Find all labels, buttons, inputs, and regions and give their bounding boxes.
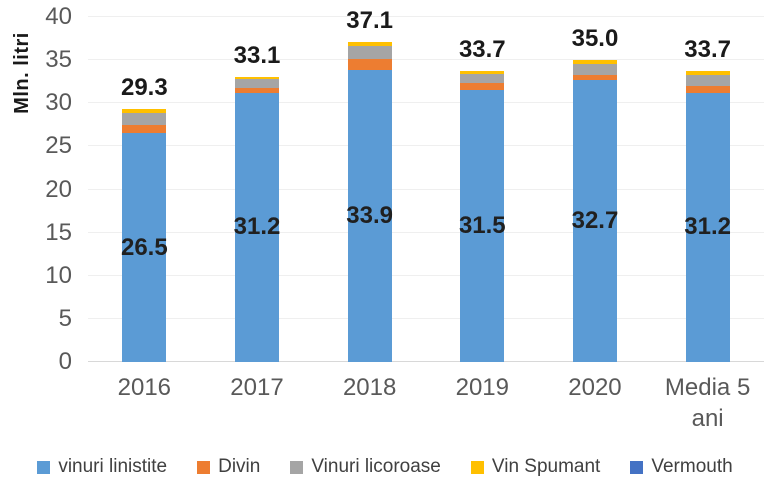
y-tick-40: 40 (45, 3, 72, 30)
bar-2020: 35.0 32.7 (539, 17, 651, 362)
gridline-25 (88, 145, 764, 147)
legend-swatch-vinuri-linistite (37, 460, 51, 474)
y-tick-0: 0 (58, 348, 72, 375)
x-label-2019: 2019 (455, 374, 509, 401)
x-label-2016: 2016 (117, 374, 172, 401)
y-tick-25: 25 (45, 132, 72, 160)
bar-stack-2017 (234, 76, 279, 362)
total-label-2018: 37.1 (346, 7, 393, 35)
segment-divin (685, 86, 730, 93)
y-tick-5: 5 (58, 304, 72, 332)
segment-vinuri-licoroase (347, 46, 392, 60)
y-tick-20: 20 (45, 175, 72, 203)
total-label-2020: 35.0 (571, 25, 619, 53)
gridline-15 (88, 231, 764, 233)
bar-media-5-ani: 33.7 31.2 (652, 17, 764, 362)
segment-vin-spumant (122, 109, 167, 113)
base-segment-label-2016: 26.5 (120, 233, 168, 261)
gridline-0 (88, 361, 764, 362)
segment-vin-spumant (685, 71, 730, 75)
legend-label-vin-spumant: Vin Spumant (491, 456, 601, 477)
legend-item-vin-spumant: Vin Spumant (470, 456, 601, 478)
segment-vinuri-linistite (685, 92, 730, 362)
base-segment-label-2020: 32.7 (571, 206, 619, 234)
segment-vinuri-linistite (347, 69, 392, 362)
base-segment-label-2017: 31.2 (233, 213, 281, 241)
segment-vinuri-licoroase (122, 112, 167, 125)
bar-stack-2018 (347, 42, 392, 362)
segment-vin-spumant (347, 42, 392, 47)
bar-2019: 33.7 31.5 (426, 17, 538, 362)
legend-item-divin: Divin (197, 456, 260, 478)
segment-vinuri-licoroase (460, 73, 505, 84)
segment-divin (122, 124, 167, 134)
segment-divin (347, 59, 392, 70)
bar-2016: 29.3 26.5 (88, 17, 200, 362)
legend-label-vinuri-linistite: vinuri linistite (58, 456, 168, 477)
gridline-40 (88, 16, 764, 17)
segment-divin (460, 83, 505, 91)
segment-vinuri-licoroase (234, 79, 279, 88)
total-label-2016: 29.3 (120, 74, 168, 102)
segment-vinuri-linistite (122, 133, 167, 362)
x-label-2017: 2017 (230, 374, 284, 401)
x-label-media-5-ani: Media 5 ani (664, 374, 751, 432)
bars-container: 29.3 26.5 33.1 31.2 37.1 33.9 33.7 31.5 35.0 32.7… (88, 7, 764, 362)
total-label-2017: 33.1 (233, 41, 281, 69)
y-tick-35: 35 (45, 46, 72, 74)
y-axis-tick-labels: 0 5 10 15 20 25 30 35 40 (0, 3, 72, 375)
total-label-media-5-ani: 33.7 (684, 36, 731, 64)
legend-swatch-vinuri-licoroase (290, 460, 304, 474)
legend-label-divin: Divin (218, 456, 261, 477)
legend-label-vinuri-licoroase: Vinuri licoroase (311, 456, 441, 477)
legend-swatch-vermouth (630, 460, 644, 474)
bar-stack-2019 (460, 71, 505, 362)
y-tick-10: 10 (45, 261, 72, 289)
gridline-10 (88, 274, 764, 276)
segment-vin-spumant (572, 60, 617, 64)
base-segment-label-media-5-ani: 31.2 (684, 213, 731, 241)
base-segment-label-2018: 33.9 (346, 201, 393, 229)
base-segment-label-2019: 31.5 (458, 212, 506, 240)
y-tick-30: 30 (45, 89, 72, 117)
x-axis-category-labels: 2016 2017 2018 2019 2020 Media 5 ani (88, 372, 764, 434)
legend-swatch-divin (197, 460, 211, 474)
segment-divin (572, 74, 617, 80)
bar-2017: 33.1 31.2 (201, 17, 313, 362)
legend-label-vermouth: Vermouth (651, 456, 733, 477)
legend-item-vinuri-licoroase: Vinuri licoroase (290, 456, 441, 478)
legend-item-vermouth: Vermouth (630, 456, 733, 478)
y-tick-15: 15 (45, 218, 72, 246)
plot-area: 29.3 26.5 33.1 31.2 37.1 33.9 33.7 31.5 35.0 32.7… (88, 7, 764, 362)
x-label-2020: 2020 (568, 374, 622, 401)
total-label-2019: 33.7 (458, 36, 506, 64)
bar-stack-media-5-ani (685, 71, 730, 362)
legend-item-vinuri-linistite: vinuri linistite (37, 456, 167, 478)
gridline-30 (88, 102, 764, 104)
segment-vin-spumant (234, 76, 279, 80)
bar-stack-2020 (572, 60, 617, 362)
segment-vin-spumant (460, 71, 505, 74)
legend: vinuri linistite Divin Vinuri licoroase Vin… (0, 456, 770, 478)
gridline-20 (88, 188, 764, 190)
bar-2018: 37.1 33.9 (314, 7, 426, 362)
segment-vinuri-licoroase (572, 63, 617, 75)
legend-swatch-vin-spumant (470, 460, 484, 474)
x-label-2018: 2018 (342, 374, 397, 401)
segment-vinuri-linistite (572, 79, 617, 362)
segment-vinuri-licoroase (685, 74, 730, 87)
segment-vinuri-linistite (234, 92, 279, 362)
bar-stack-2016 (122, 109, 167, 362)
gridline-35 (88, 59, 764, 61)
segment-divin (234, 87, 279, 93)
segment-vinuri-linistite (460, 90, 505, 362)
gridline-5 (88, 317, 764, 319)
